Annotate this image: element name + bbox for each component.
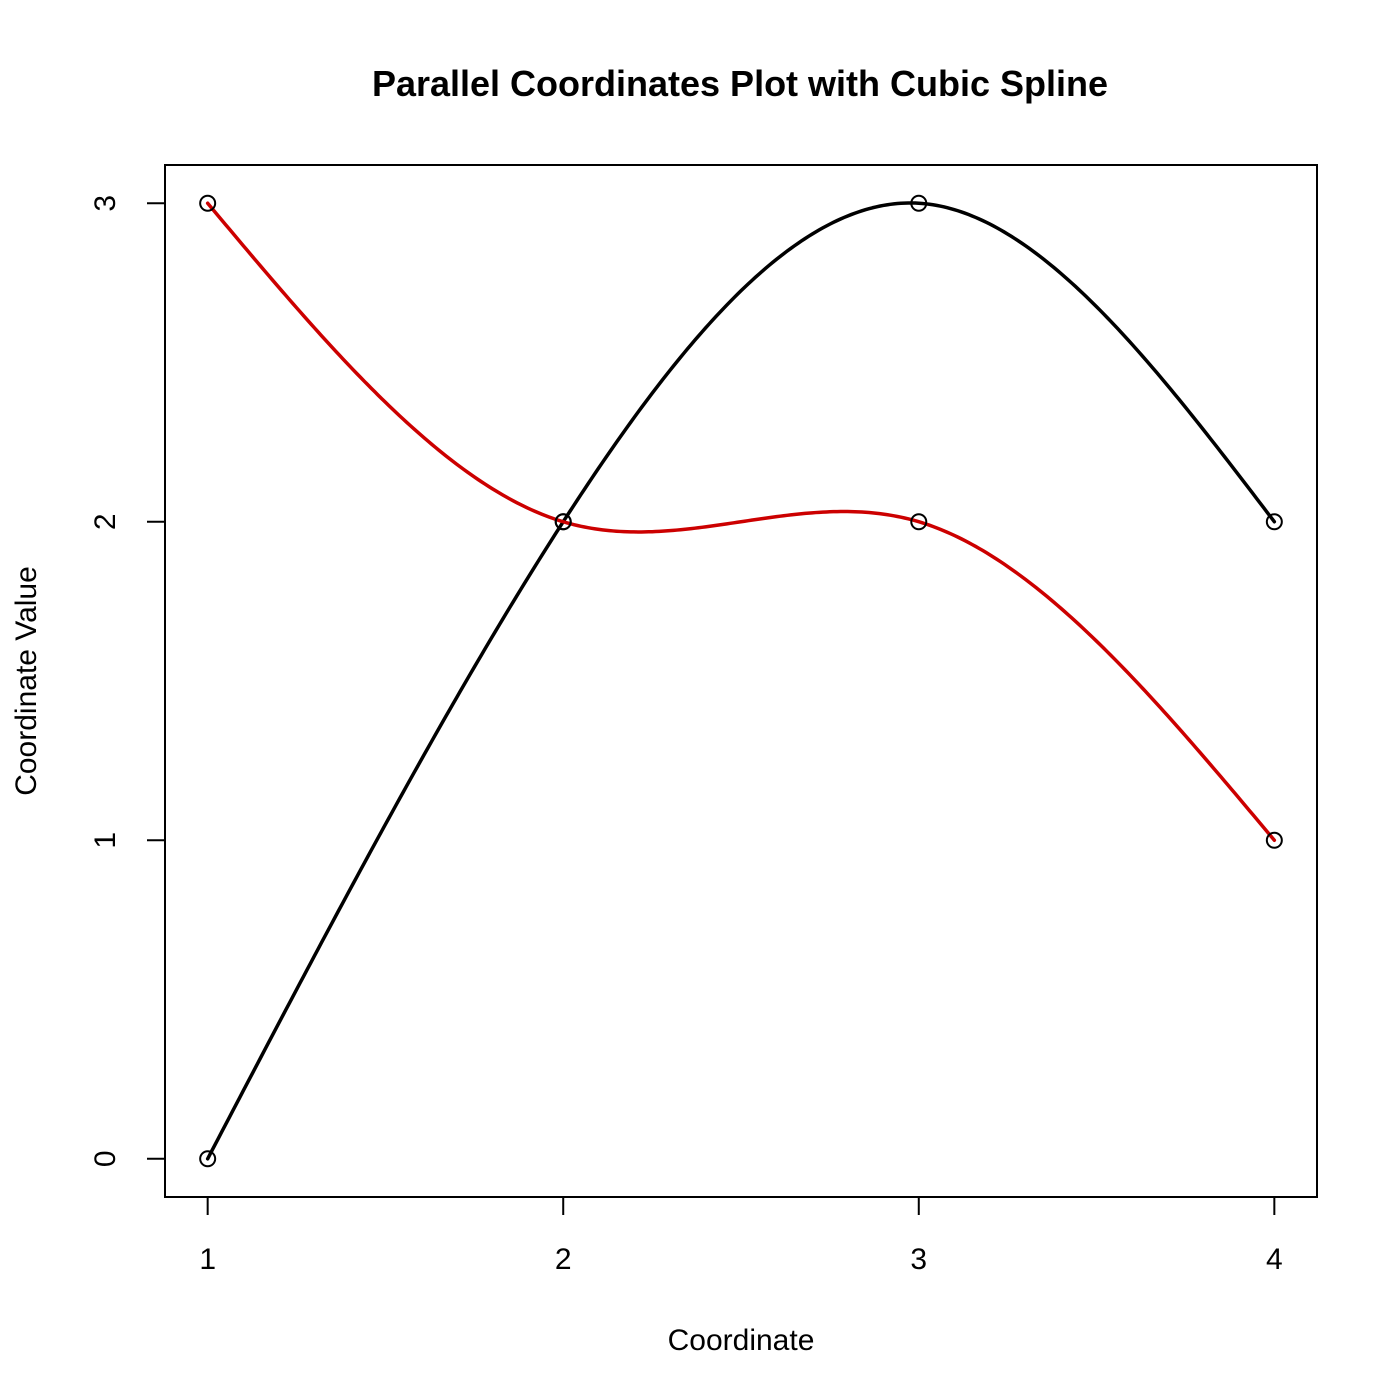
x-axis: 1 2 3 4 — [199, 1197, 1283, 1276]
x-tick-label: 3 — [910, 1243, 927, 1276]
x-tick-label: 4 — [1266, 1243, 1283, 1276]
plot-frame — [164, 164, 1318, 1198]
y-tick-label: 3 — [89, 195, 122, 212]
y-tick-label: 1 — [89, 832, 122, 849]
x-axis-title: Coordinate — [668, 1324, 815, 1357]
data-point — [910, 513, 928, 531]
y-tick-label: 0 — [89, 1150, 122, 1167]
series-line — [205, 201, 1277, 1161]
x-tick-label: 2 — [555, 1243, 572, 1276]
y-axis-title: Coordinate Value — [10, 566, 43, 796]
y-tick-label: 2 — [89, 513, 122, 530]
y-axis: 0 1 2 3 — [89, 195, 165, 1167]
data-point — [554, 513, 572, 531]
series-line — [205, 201, 1277, 843]
data-point — [1265, 831, 1283, 849]
series-layer — [205, 201, 1277, 1161]
data-point — [910, 194, 928, 212]
data-point — [1265, 513, 1283, 531]
points-layer — [199, 194, 1283, 1168]
data-point — [199, 1150, 217, 1168]
x-tick-label: 1 — [199, 1243, 216, 1276]
chart-title: Parallel Coordinates Plot with Cubic Spl… — [372, 63, 1108, 104]
data-point — [199, 194, 217, 212]
